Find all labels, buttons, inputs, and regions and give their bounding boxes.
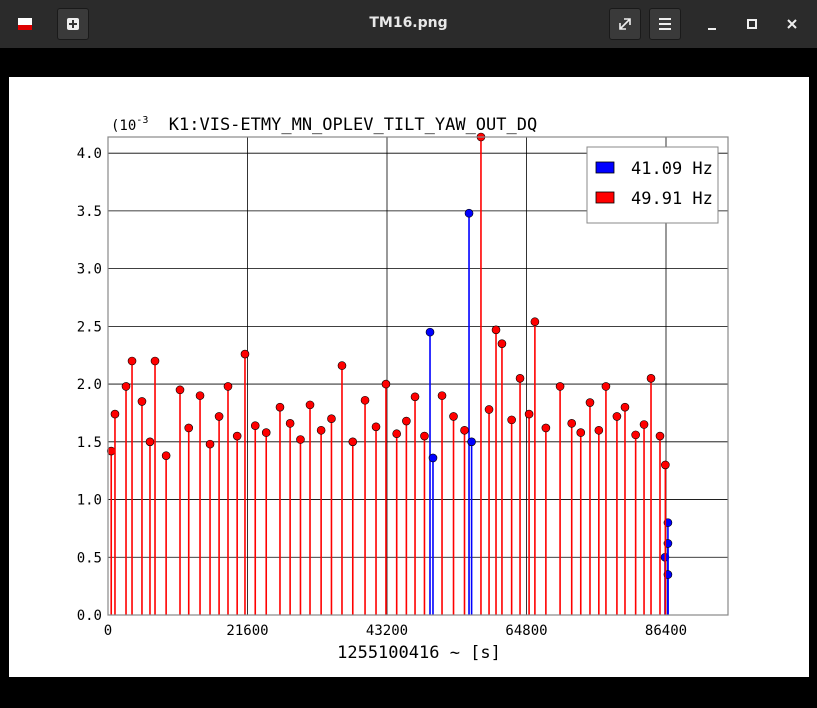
plot-frame	[107, 136, 729, 616]
stem-marker	[205, 439, 215, 449]
stem-marker	[541, 423, 551, 433]
stem-marker	[467, 437, 476, 447]
stem-marker	[250, 421, 260, 430]
stem-marker	[348, 437, 358, 447]
y-tick-label: 0.5	[77, 550, 102, 566]
stem-marker	[555, 382, 565, 391]
stem-marker	[530, 317, 540, 327]
x-axis-label: 1255100416 ~ [s]	[337, 643, 501, 663]
stem-marker	[420, 431, 429, 441]
chart-title: K1:VIS-ETMY_MN_OPLEV_TILT_YAW_OUT_DQ	[169, 115, 537, 135]
x-tick-label: 86400	[645, 623, 687, 639]
legend-swatch	[595, 191, 615, 204]
stem-marker	[425, 327, 435, 337]
stem-marker	[360, 395, 370, 405]
stem-marker	[507, 415, 516, 425]
y-tick-label: 0.0	[77, 608, 102, 624]
stem-marker	[285, 419, 295, 428]
stem-marker	[337, 361, 347, 370]
stem-marker	[184, 423, 194, 433]
stem-marker	[585, 398, 595, 407]
stem-marker	[137, 397, 147, 406]
stem-marker	[150, 356, 160, 366]
stem-marker	[515, 374, 525, 383]
stem-marker	[121, 382, 131, 391]
stem-marker	[601, 382, 611, 391]
stem-marker	[524, 409, 534, 419]
stem-marker	[296, 435, 305, 444]
stem-marker	[175, 385, 185, 395]
stem-marker	[437, 391, 447, 400]
y-tick-label: 1.5	[77, 435, 102, 451]
y-tick-label: 3.0	[77, 262, 102, 278]
stem-marker	[491, 325, 501, 335]
legend-label: 41.09 Hz	[631, 159, 713, 179]
x-tick-label: 64800	[505, 623, 547, 639]
chart: K1:VIS-ETMY_MN_OPLEV_TILT_YAW_OUT_DQ (10…	[77, 115, 729, 663]
menu-button[interactable]	[649, 8, 681, 40]
stem-marker	[161, 451, 171, 460]
x-tick-label: 0	[104, 623, 112, 639]
x-tick-label: 21600	[226, 623, 268, 639]
stem-marker	[392, 429, 401, 439]
stem-marker	[410, 392, 420, 402]
stem-marker	[428, 453, 438, 463]
stem-marker	[305, 400, 315, 410]
stem-marker	[402, 416, 411, 426]
stem-marker	[655, 431, 665, 441]
legend-label: 49.91 Hz	[631, 189, 713, 209]
stem-marker	[275, 402, 285, 412]
stem-marker	[145, 437, 155, 447]
stem-marker	[232, 431, 242, 441]
y-tick-label: 2.0	[77, 377, 102, 393]
title-bar: TM16.png	[0, 0, 817, 48]
new-button[interactable]	[57, 8, 89, 40]
app-icon	[9, 8, 41, 40]
stem-marker	[576, 428, 586, 437]
stem-marker	[661, 460, 670, 470]
stem-marker	[594, 425, 604, 435]
stem-marker	[484, 405, 494, 414]
multiplier-exponent: -3	[136, 115, 148, 126]
stem-marker	[639, 420, 649, 429]
stem-marker	[261, 428, 271, 437]
y-tick-label: 1.0	[77, 493, 102, 509]
stem-marker	[214, 412, 224, 421]
x-tick-label: 43200	[366, 623, 408, 639]
y-tick-label: 4.0	[77, 146, 102, 162]
stem-marker	[464, 208, 474, 218]
y-multiplier: (10-3	[111, 115, 148, 134]
stem-marker	[127, 356, 137, 366]
y-tick-label: 3.5	[77, 204, 102, 220]
stem-marker	[195, 391, 205, 400]
stem-marker	[110, 409, 120, 419]
stem-marker	[620, 402, 630, 412]
stem-marker	[567, 419, 577, 428]
stem-marker	[316, 425, 326, 435]
stem-marker	[449, 412, 458, 421]
stem-marker	[381, 379, 391, 389]
stem-marker	[371, 422, 381, 432]
stem-marker	[223, 382, 233, 391]
stem-marker	[327, 414, 336, 424]
window-title: TM16.png	[369, 15, 448, 31]
image: K1:VIS-ETMY_MN_OPLEV_TILT_YAW_OUT_DQ (10…	[9, 77, 809, 677]
stem-marker	[240, 349, 250, 359]
stem-marker	[497, 339, 507, 348]
stem-marker	[612, 412, 622, 421]
fullscreen-button[interactable]	[609, 8, 641, 40]
stem-marker	[631, 430, 640, 440]
multiplier-base: (10	[111, 118, 136, 134]
legend-box	[586, 146, 719, 224]
stem-marker	[460, 425, 469, 435]
stem-marker	[646, 374, 656, 383]
y-tick-label: 2.5	[77, 319, 102, 335]
legend-swatch	[595, 161, 615, 174]
window-controls[interactable]	[700, 12, 810, 36]
